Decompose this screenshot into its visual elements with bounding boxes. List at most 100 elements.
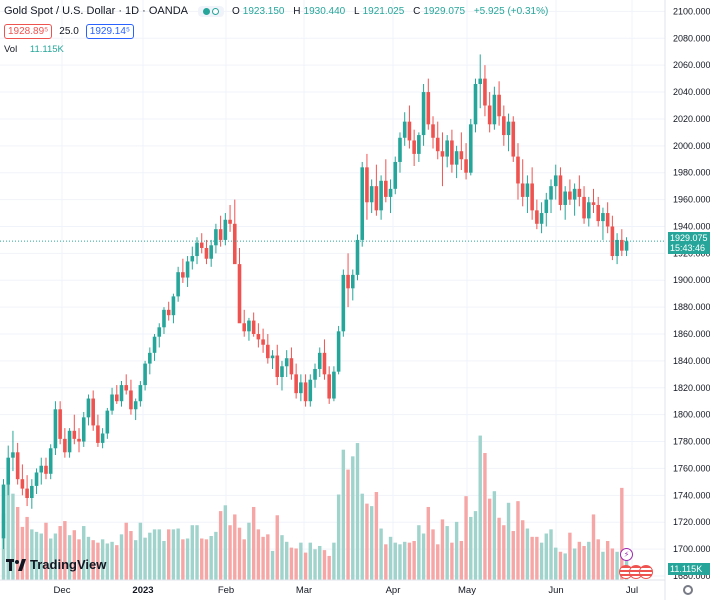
volume-bar [318,545,322,580]
candle [81,411,86,447]
volume-bar [521,520,525,580]
tradingview-logo[interactable]: TradingView [6,557,106,572]
volume-bar [218,511,223,580]
volume-bar [360,493,364,580]
candle [299,374,303,402]
candle [577,175,582,207]
volume-bar [572,548,577,580]
candle [251,312,256,337]
volume-bar [138,522,143,580]
market-open-icon [203,7,210,15]
volume-bar [86,536,91,580]
candle [266,334,270,364]
volume-bar [233,514,237,580]
volume-bar [327,555,331,580]
event-markers[interactable]: ⚡ [620,548,633,561]
volume-legend[interactable]: Vol 11.115K [4,44,64,55]
x-tick-label: 2023 [132,585,153,596]
candle [114,385,119,404]
candle [138,381,143,407]
volume-bar [96,542,100,580]
volume-bar [303,552,308,580]
volume-bar [336,494,341,580]
y-tick-label: 1800.000 [673,410,710,420]
volume-bar [355,443,360,580]
volume-bar [228,525,232,580]
candle [25,475,29,507]
candle [525,175,530,214]
volume-bar [322,550,327,580]
symbol-title[interactable]: Gold Spot / U.S. Dollar · 1D · OANDA [4,5,188,17]
candle [185,256,190,287]
settings-icon[interactable] [683,585,693,595]
buy-price-button[interactable]: 1929.14⁵ [85,24,135,39]
volume-bar [445,526,449,580]
volume-bar [436,544,440,580]
change-value: +5.925 (+0.31%) [473,5,549,17]
candle [48,444,53,480]
volume-bar [63,521,67,580]
candle [105,407,110,439]
volume-bar [506,502,511,580]
candle [313,363,317,388]
volume-bar [351,456,355,580]
candle [393,156,398,195]
candle [317,347,322,378]
candle [596,196,601,227]
candle [58,401,62,445]
volume-bar [497,517,501,580]
candle [20,464,25,496]
y-tick-label: 2040.000 [673,87,710,97]
candle [454,145,459,179]
candle [190,246,195,270]
candle [388,179,393,214]
y-tick-label: 2000.000 [673,141,710,151]
candle [270,350,275,369]
volume-bar [454,521,459,580]
candle [516,143,520,200]
ohlc-readout: O 1923.150 H 1930.440 L 1921.025 C 1929.075 … [232,5,549,17]
y-tick-label: 1760.000 [673,463,710,473]
volume-bar [346,469,350,580]
candle [53,401,58,455]
candle [214,223,218,254]
lightning-icon[interactable]: ⚡ [620,548,633,561]
volume-bar [181,539,185,580]
volume-bar [34,531,39,580]
volume-bar [176,528,180,580]
volume-bar [82,526,86,580]
volume-bar [563,553,567,580]
candle [544,192,549,227]
y-tick-label: 2080.000 [673,33,710,43]
candle [223,213,228,246]
volume-bar [30,529,34,580]
volume-bar [539,542,544,580]
y-tick-label: 1740.000 [673,490,710,500]
candle [497,81,501,126]
volume-bar [544,533,548,580]
us-flag-icon[interactable] [639,565,653,579]
volume-bar [313,549,317,580]
candle [96,414,100,447]
candle [601,207,605,240]
volume-bar [398,544,402,580]
candle [506,113,511,152]
candle [346,253,350,308]
candle [379,175,383,220]
candle [605,202,610,234]
sell-price-button[interactable]: 1928.89⁵ [4,24,53,39]
volume-bar [280,535,284,580]
logo-text: TradingView [30,557,107,572]
volume-bar [247,522,251,580]
volume-bar [577,541,582,580]
candle [402,112,407,146]
volume-bar [152,529,157,580]
candle [374,164,379,216]
economic-events[interactable] [619,565,653,579]
volume-bar [157,529,161,580]
volume-bar [15,506,20,580]
x-tick-label: May [458,585,476,596]
candle [421,83,426,146]
market-status-dots[interactable] [198,5,224,17]
